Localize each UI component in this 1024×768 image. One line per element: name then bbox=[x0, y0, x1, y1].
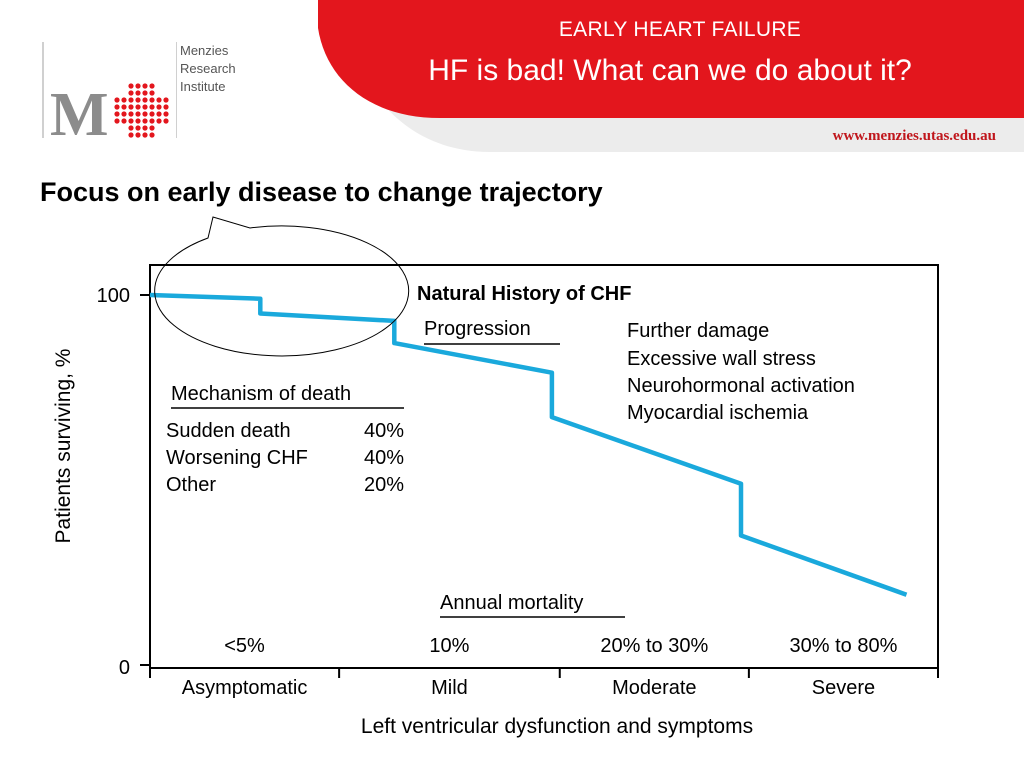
logo-dot bbox=[156, 104, 162, 110]
logo-dot bbox=[142, 132, 148, 138]
logo-dot bbox=[121, 118, 127, 124]
mechanism-pct: 20% bbox=[364, 474, 404, 496]
logo-dot bbox=[128, 132, 134, 138]
logo-dot bbox=[156, 111, 162, 117]
mechanism-label: Mechanism of death bbox=[171, 383, 351, 405]
logo-dot bbox=[149, 97, 155, 103]
mechanism-cause: Other bbox=[166, 474, 216, 496]
x-category-label: Mild bbox=[431, 677, 468, 699]
logo-dot bbox=[149, 118, 155, 124]
slide-heading: Focus on early disease to change traject… bbox=[40, 177, 603, 207]
annual-mortality-value: 30% to 80% bbox=[790, 635, 898, 657]
mechanism-cause: Sudden death bbox=[166, 420, 291, 442]
logo-dot bbox=[149, 132, 155, 138]
logo-dot bbox=[163, 104, 169, 110]
logo-dot bbox=[156, 97, 162, 103]
mechanism-pct: 40% bbox=[364, 420, 404, 442]
logo-dot bbox=[142, 118, 148, 124]
y-tick-label-0: 0 bbox=[119, 657, 130, 679]
logo-letter: M bbox=[50, 81, 109, 149]
slide-header-subtitle: HF is bad! What can we do about it? bbox=[428, 54, 912, 87]
logo-name-line-2: Research bbox=[180, 61, 236, 76]
mechanism-pct: 40% bbox=[364, 447, 404, 469]
progression-item: Neurohormonal activation bbox=[627, 375, 855, 397]
logo-dot bbox=[114, 104, 120, 110]
survival-line bbox=[149, 292, 908, 597]
logo-name-line-1: Menzies bbox=[180, 43, 229, 58]
logo-dot bbox=[128, 125, 134, 131]
logo-name-line-3: Institute bbox=[180, 79, 226, 94]
logo-dot bbox=[114, 97, 120, 103]
logo-dot bbox=[121, 104, 127, 110]
x-axis-label: Left ventricular dysfunction and symptom… bbox=[361, 715, 753, 738]
header-red-banner bbox=[318, 0, 1024, 118]
logo-dot bbox=[142, 104, 148, 110]
logo-dot bbox=[135, 90, 141, 96]
logo-dot bbox=[121, 111, 127, 117]
annual-mortality-value: 20% to 30% bbox=[600, 635, 708, 657]
logo-dot bbox=[142, 111, 148, 117]
logo-dot bbox=[128, 90, 134, 96]
slide-header-title: EARLY HEART FAILURE bbox=[558, 18, 802, 41]
x-category-label: Moderate bbox=[612, 677, 697, 699]
logo-dot bbox=[142, 83, 148, 89]
website-link[interactable]: www.menzies.utas.edu.au bbox=[832, 128, 996, 144]
logo-dot bbox=[135, 111, 141, 117]
logo-dot bbox=[114, 111, 120, 117]
logo-dot bbox=[156, 118, 162, 124]
logo-dot bbox=[135, 83, 141, 89]
logo-dot bbox=[135, 125, 141, 131]
progression-label: Progression bbox=[424, 318, 531, 340]
early-disease-callout bbox=[154, 216, 410, 357]
logo-dot bbox=[135, 104, 141, 110]
logo-dot bbox=[128, 104, 134, 110]
logo-dot bbox=[149, 83, 155, 89]
logo-dot bbox=[121, 97, 127, 103]
annual-mortality-value: <5% bbox=[224, 635, 265, 657]
logo-dot bbox=[128, 97, 134, 103]
x-category-label: Severe bbox=[812, 677, 875, 699]
logo-dot bbox=[128, 118, 134, 124]
annual-mortality-value: 10% bbox=[429, 635, 469, 657]
progression-item: Further damage bbox=[627, 320, 769, 342]
annual-mortality-values: <5% 10% 20% to 30% 30% to 80% bbox=[224, 635, 897, 657]
logo-dot bbox=[163, 111, 169, 117]
chart-title: Natural History of CHF bbox=[417, 283, 631, 305]
logo-dot bbox=[135, 132, 141, 138]
logo-dot bbox=[128, 83, 134, 89]
logo-dot bbox=[149, 125, 155, 131]
logo-dot bbox=[135, 97, 141, 103]
survival-series bbox=[149, 292, 908, 597]
logo-dot bbox=[149, 111, 155, 117]
progression-item: Excessive wall stress bbox=[627, 348, 816, 370]
x-axis: Asymptomatic Mild Moderate Severe bbox=[149, 667, 939, 699]
x-category-label: Asymptomatic bbox=[182, 677, 308, 699]
y-tick-label-100: 100 bbox=[97, 285, 130, 307]
logo-frame-right bbox=[176, 42, 177, 138]
logo-dot bbox=[149, 104, 155, 110]
logo-dot bbox=[142, 90, 148, 96]
logo-dot bbox=[142, 97, 148, 103]
logo-dot bbox=[149, 90, 155, 96]
logo-dot bbox=[135, 118, 141, 124]
y-axis-label: Patients surviving, % bbox=[52, 349, 75, 544]
logo-dot bbox=[114, 118, 120, 124]
logo-dot bbox=[128, 111, 134, 117]
logo-dot bbox=[142, 125, 148, 131]
logo-dot bbox=[163, 118, 169, 124]
logo-frame-left bbox=[42, 42, 44, 138]
logo-dot bbox=[163, 97, 169, 103]
mechanism-cause: Worsening CHF bbox=[166, 447, 308, 469]
annual-mortality-label: Annual mortality bbox=[440, 592, 583, 614]
header-graphic: M bbox=[42, 0, 1024, 152]
logo-cross-icon bbox=[114, 83, 169, 138]
progression-item: Myocardial ischemia bbox=[627, 402, 809, 424]
